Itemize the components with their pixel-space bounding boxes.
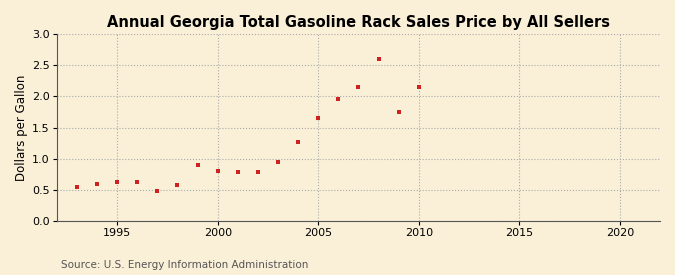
Y-axis label: Dollars per Gallon: Dollars per Gallon — [15, 74, 28, 181]
Title: Annual Georgia Total Gasoline Rack Sales Price by All Sellers: Annual Georgia Total Gasoline Rack Sales… — [107, 15, 610, 30]
Text: Source: U.S. Energy Information Administration: Source: U.S. Energy Information Administ… — [61, 260, 308, 270]
